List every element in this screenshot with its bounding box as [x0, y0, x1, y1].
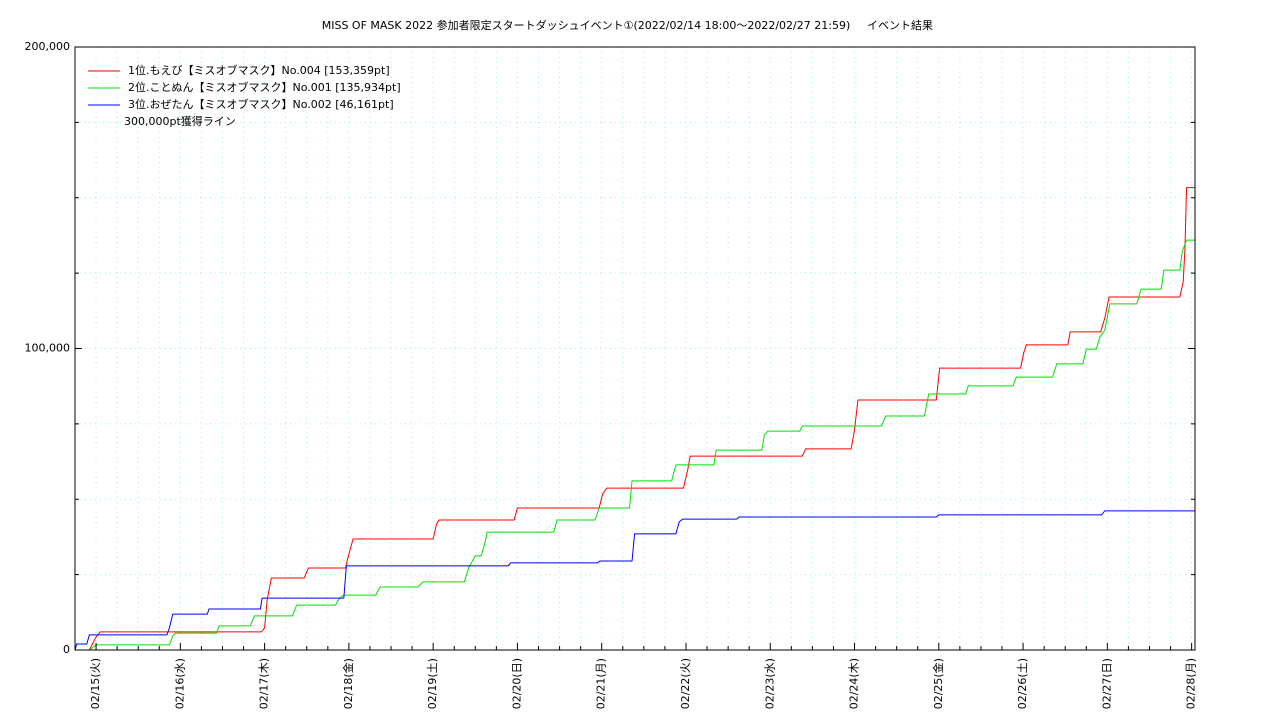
y-tick-label: 200,000 — [25, 40, 71, 53]
x-tick-label: 02/20(日) — [510, 658, 523, 709]
grid — [75, 46, 1195, 651]
series-line — [75, 510, 1195, 650]
x-tick-label: 02/26(土) — [1016, 658, 1029, 709]
x-tick-label: 02/17(木) — [258, 658, 271, 709]
series-line — [89, 239, 1195, 650]
legend-label: 1位.もえび【ミスオブマスク】No.004 [153,359pt] — [128, 63, 390, 77]
x-tick-label: 02/21(月) — [595, 658, 608, 709]
axes: 0 100,000 200,000 02/15(火) 02/16(水) 02/17(木) 0… — [25, 40, 1198, 709]
legend-label: 2位.ことぬん【ミスオブマスク】No.001 [135,934pt] — [128, 80, 401, 94]
x-tick-label: 02/23(水) — [763, 658, 776, 709]
x-tick-label: 02/27(日) — [1100, 658, 1113, 709]
x-tick-label: 02/25(金) — [931, 658, 945, 709]
x-tick-label: 02/16(水) — [173, 658, 186, 709]
y-tick-label: 0 — [63, 643, 70, 656]
chart-title-note: イベント結果 — [867, 18, 933, 32]
y-tick-label: 100,000 — [25, 342, 71, 355]
legend-label: 300,000pt獲得ライン — [124, 115, 236, 128]
plot-area — [75, 187, 1195, 650]
chart-title: MISS OF MASK 2022 参加者限定スタートダッシュイベント①(202… — [322, 18, 851, 32]
legend: 1位.もえび【ミスオブマスク】No.004 [153,359pt] 2位.ことぬん… — [88, 63, 401, 128]
x-tick-label: 02/28(月) — [1185, 658, 1198, 709]
x-tick-label: 02/22(火) — [679, 658, 692, 709]
x-tick-label: 02/19(土) — [426, 658, 439, 709]
x-tick-label: 02/15(火) — [89, 658, 102, 709]
x-tick-label: 02/18(金) — [341, 658, 355, 709]
series-line — [88, 187, 1195, 650]
legend-label: 3位.おぜたん【ミスオブマスク】No.002 [46,161pt] — [128, 97, 394, 111]
x-tick-label: 02/24(木) — [848, 658, 861, 709]
